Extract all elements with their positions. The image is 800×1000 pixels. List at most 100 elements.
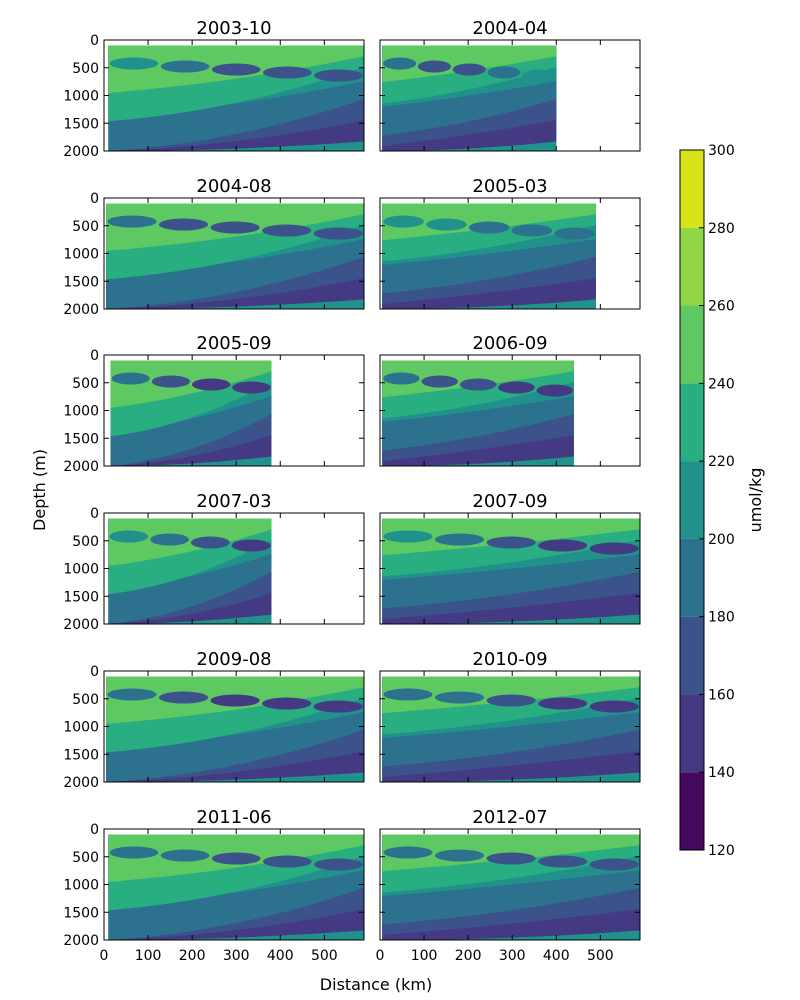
panel: 2005-09 0 500 1000 1500 2000	[63, 333, 365, 475]
contour-core	[158, 218, 209, 231]
panel-grid: 2003-1005001000150020002004-042004-08050…	[63, 18, 641, 964]
colorbar-segment	[680, 305, 704, 384]
x-tick-label: 100	[411, 948, 438, 964]
contour-core	[452, 63, 486, 76]
contour-core	[383, 846, 433, 859]
contour-core	[211, 63, 261, 76]
y-tick-label: 1500	[63, 431, 99, 447]
contour-band	[108, 518, 272, 566]
y-tick-label: 2000	[63, 302, 99, 318]
contour-core	[158, 691, 209, 704]
y-tick-label: 500	[72, 219, 99, 235]
colorbar-tick-label: 260	[708, 299, 735, 315]
contour-core	[468, 221, 510, 234]
y-tick-label: 0	[90, 348, 99, 364]
contour-core	[383, 215, 424, 228]
panel-title: 2012-07	[472, 807, 547, 828]
x-tick-label: 200	[455, 948, 482, 964]
colorbar-tick-label: 140	[708, 765, 735, 781]
x-tick-label: 400	[267, 948, 294, 964]
panel: 2004-08 0 500 1000 1500 2000	[63, 176, 365, 318]
y-tick-label: 1500	[63, 905, 99, 921]
contour-core	[109, 846, 159, 859]
panel-title: 2009-08	[196, 649, 271, 670]
y-tick-label: 500	[72, 376, 99, 392]
contour-core	[589, 542, 639, 555]
panel-title: 2005-09	[196, 333, 271, 354]
colorbar-tick-label: 220	[708, 454, 735, 470]
y-tick-label: 1000	[63, 562, 99, 578]
contour-core	[421, 375, 458, 388]
panel-title: 2010-09	[472, 649, 547, 670]
contour-band	[110, 360, 272, 408]
contour-fill	[108, 518, 272, 624]
colorbar-segment	[680, 150, 704, 228]
contour-core	[486, 536, 536, 549]
contour-core	[210, 221, 260, 234]
x-tick-label: 300	[223, 948, 250, 964]
y-tick-label: 1000	[63, 404, 99, 420]
contour-fill	[382, 203, 596, 309]
x-tick-label: 0	[376, 948, 385, 964]
y-tick-label: 1000	[63, 247, 99, 263]
contour-core	[109, 57, 159, 70]
y-tick-label: 1000	[63, 720, 99, 736]
y-tick-label: 500	[72, 61, 99, 77]
contour-core	[107, 688, 157, 701]
contour-fill	[106, 203, 364, 309]
contour-core	[383, 57, 417, 70]
contour-fill	[108, 45, 364, 151]
contour-core	[383, 530, 433, 543]
contour-core	[538, 855, 588, 868]
panel-title: 2007-09	[472, 491, 547, 512]
colorbar-tick-label: 200	[708, 532, 735, 548]
colorbar-segment	[680, 772, 704, 850]
panel: 2007-09	[379, 491, 641, 625]
colorbar-segment	[680, 538, 704, 617]
colorbar: 120 140 160 180 200 220 240 260 280 300	[679, 143, 735, 859]
contour-core	[538, 697, 588, 710]
y-tick-label: 0	[90, 33, 99, 49]
x-tick-label: 500	[311, 948, 338, 964]
y-tick-label: 0	[90, 191, 99, 207]
contour-core	[486, 852, 536, 865]
contour-fill	[108, 834, 364, 940]
contour-core	[383, 372, 420, 385]
panel: 2012-07 0 100 200 300 400 500	[376, 807, 641, 964]
contour-core	[511, 224, 553, 237]
contour-core	[190, 536, 230, 549]
x-tick-label: 0	[100, 948, 109, 964]
y-tick-label: 1500	[63, 116, 99, 132]
contour-core	[589, 700, 639, 713]
colorbar-segment	[680, 227, 704, 306]
x-tick-label: 500	[587, 948, 614, 964]
colorbar-segment	[680, 461, 704, 539]
y-tick-label: 500	[72, 534, 99, 550]
panel-title: 2003-10	[196, 18, 271, 39]
colorbar-tick-label: 180	[708, 610, 735, 626]
contour-core	[160, 60, 210, 73]
contour-core	[262, 697, 312, 710]
contour-core	[417, 60, 452, 73]
panel-title: 2004-08	[196, 176, 271, 197]
y-tick-label: 0	[90, 664, 99, 680]
y-tick-label: 2000	[63, 459, 99, 475]
contour-core	[487, 66, 521, 79]
panel-title: 2005-03	[472, 176, 547, 197]
colorbar-label: umol/kg	[746, 468, 765, 533]
contour-core	[107, 215, 157, 228]
contour-core	[536, 384, 573, 397]
panel-title: 2006-09	[472, 333, 547, 354]
contour-core	[150, 533, 189, 546]
contour-core	[151, 375, 191, 388]
contour-fill	[382, 360, 574, 466]
colorbar-tick-label: 160	[708, 687, 735, 703]
y-tick-label: 0	[90, 822, 99, 838]
colorbar-tick-label: 240	[708, 376, 735, 392]
contour-core	[434, 849, 485, 862]
y-tick-label: 1500	[63, 274, 99, 290]
y-tick-label: 0	[90, 506, 99, 522]
y-axis-label: Depth (m)	[30, 449, 49, 531]
colorbar-tick-label: 120	[708, 843, 735, 859]
